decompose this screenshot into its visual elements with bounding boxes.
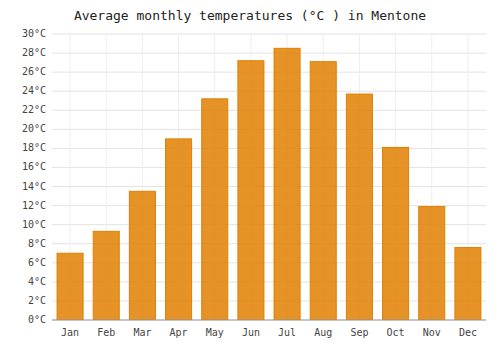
y-grid-line xyxy=(52,186,486,187)
x-tick-label: Aug xyxy=(314,327,332,338)
y-tick-label: 24°C xyxy=(22,85,46,96)
x-tick-label: May xyxy=(206,327,224,338)
y-grid-line xyxy=(52,91,486,92)
x-axis-line xyxy=(52,320,486,321)
x-tick-label: Sep xyxy=(350,327,368,338)
y-tick-label: 10°C xyxy=(22,219,46,230)
bar xyxy=(166,139,192,320)
title: Average monthly temperatures (°C ) in Me… xyxy=(74,8,426,23)
y-tick-label: 0°C xyxy=(28,314,46,325)
x-tick-label: Nov xyxy=(423,327,441,338)
y-tick-label: 16°C xyxy=(22,161,46,172)
bar xyxy=(202,99,228,320)
x-tick-label: Dec xyxy=(459,327,477,338)
bar xyxy=(57,253,83,320)
bar xyxy=(238,61,264,320)
bar xyxy=(310,62,336,320)
y-tick-label: 30°C xyxy=(22,28,46,39)
y-grid-line xyxy=(52,167,486,168)
x-tick-label: Mar xyxy=(133,327,151,338)
bar xyxy=(129,191,155,320)
bar xyxy=(346,94,372,320)
y-grid-line xyxy=(52,110,486,111)
y-tick-label: 28°C xyxy=(22,47,46,58)
y-tick-label: 8°C xyxy=(28,238,46,249)
bar xyxy=(383,147,409,320)
y-grid-line xyxy=(52,53,486,54)
y-grid-line xyxy=(52,320,486,321)
x-tick-label: Jul xyxy=(278,327,296,338)
bars xyxy=(57,48,481,320)
bar xyxy=(274,48,300,320)
y-grid-line xyxy=(52,129,486,130)
x-tick-label: Jun xyxy=(242,327,260,338)
y-grid-line xyxy=(52,205,486,206)
chart: 0°C 2°C 4°C 6°C 8°C 10°C 12°C 14°C 16°C 18°C 20°C 2… xyxy=(0,0,500,350)
y-tick-label: 18°C xyxy=(22,142,46,153)
y-tick-label: 14°C xyxy=(22,181,46,192)
y-tick-label: 22°C xyxy=(22,104,46,115)
y-tick-label: 26°C xyxy=(22,66,46,77)
x-tick-label: Oct xyxy=(387,327,405,338)
y-grid-line xyxy=(52,148,486,149)
x-tick-label: Feb xyxy=(97,327,115,338)
x-tick-label: Apr xyxy=(170,327,188,338)
grid xyxy=(52,34,486,320)
y-tick-label: 4°C xyxy=(28,276,46,287)
bar xyxy=(455,248,481,320)
y-tick-label: 6°C xyxy=(28,257,46,268)
x-tick-label: Jan xyxy=(61,327,79,338)
page: {"chart_data": {"type": "bar", "title": … xyxy=(0,0,500,350)
bar xyxy=(419,207,445,320)
y-grid-line xyxy=(52,34,486,35)
y-tick-label: 20°C xyxy=(22,123,46,134)
y-grid-line xyxy=(52,72,486,73)
bar xyxy=(93,231,119,320)
y-tick-label: 2°C xyxy=(28,295,46,306)
y-tick-label: 12°C xyxy=(22,200,46,211)
